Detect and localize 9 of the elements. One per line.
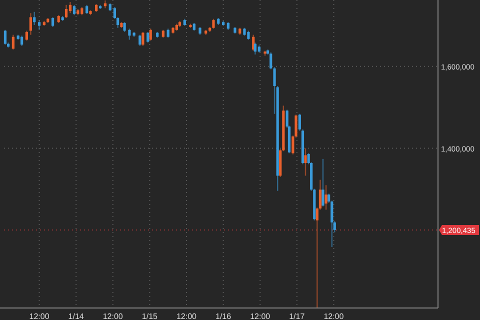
x-tick-label: 1/14	[68, 312, 84, 320]
x-tick-label: 1/16	[216, 312, 232, 320]
x-tick-label: 1/17	[289, 312, 306, 320]
x-tick-label: 12:00	[102, 312, 124, 320]
x-tick-label: 12:00	[29, 312, 50, 320]
x-tick-label: 12:00	[324, 312, 344, 320]
x-tick-label: 12:00	[250, 312, 271, 320]
x-tick-label: 12:00	[176, 312, 198, 320]
x-tick-label: 1/15	[142, 312, 158, 320]
